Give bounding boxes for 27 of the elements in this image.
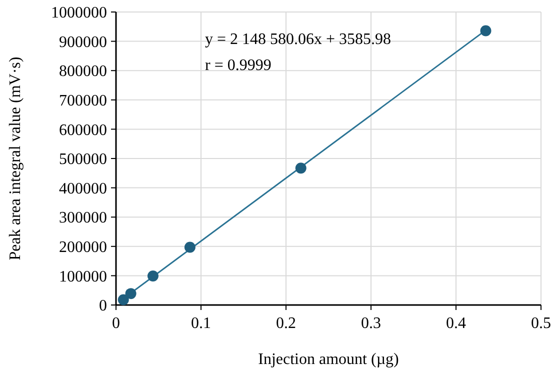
y-axis-title: Peak area integral value (mV·s) bbox=[7, 56, 24, 260]
x-tick-label: 0.2 bbox=[276, 315, 296, 332]
y-tick-label: 900000 bbox=[59, 34, 107, 51]
y-tick-label: 800000 bbox=[59, 63, 107, 80]
point bbox=[184, 242, 196, 253]
annotation: y = 2 148 580.06x + 3585.98 bbox=[205, 31, 392, 48]
y-tick-label: 100000 bbox=[59, 268, 107, 286]
y-tick-label: 500000 bbox=[59, 151, 107, 168]
point bbox=[295, 162, 306, 174]
y-tick-label: 300000 bbox=[59, 210, 107, 227]
point bbox=[125, 288, 136, 300]
x-tick-label: 0.3 bbox=[361, 315, 381, 332]
y-tick-label: 700000 bbox=[59, 92, 107, 110]
x-tick-label: 0.5 bbox=[531, 315, 551, 332]
point bbox=[147, 270, 158, 282]
y-tick-label: 1000000 bbox=[51, 4, 107, 22]
y-tick-label: 600000 bbox=[59, 122, 107, 139]
x-axis-title: Injection amount (µg) bbox=[258, 351, 399, 368]
x-tick-label: 0.4 bbox=[446, 315, 466, 332]
y-tick-label: 0 bbox=[99, 298, 107, 315]
x-tick-label: 0 bbox=[112, 315, 120, 332]
y-tick-label: 200000 bbox=[59, 239, 107, 256]
annotation: r = 0.9999 bbox=[205, 57, 272, 74]
point bbox=[480, 25, 492, 36]
y-tick-label: 400000 bbox=[59, 180, 107, 198]
x-tick-label: 0.1 bbox=[191, 315, 211, 332]
point bbox=[118, 294, 129, 306]
